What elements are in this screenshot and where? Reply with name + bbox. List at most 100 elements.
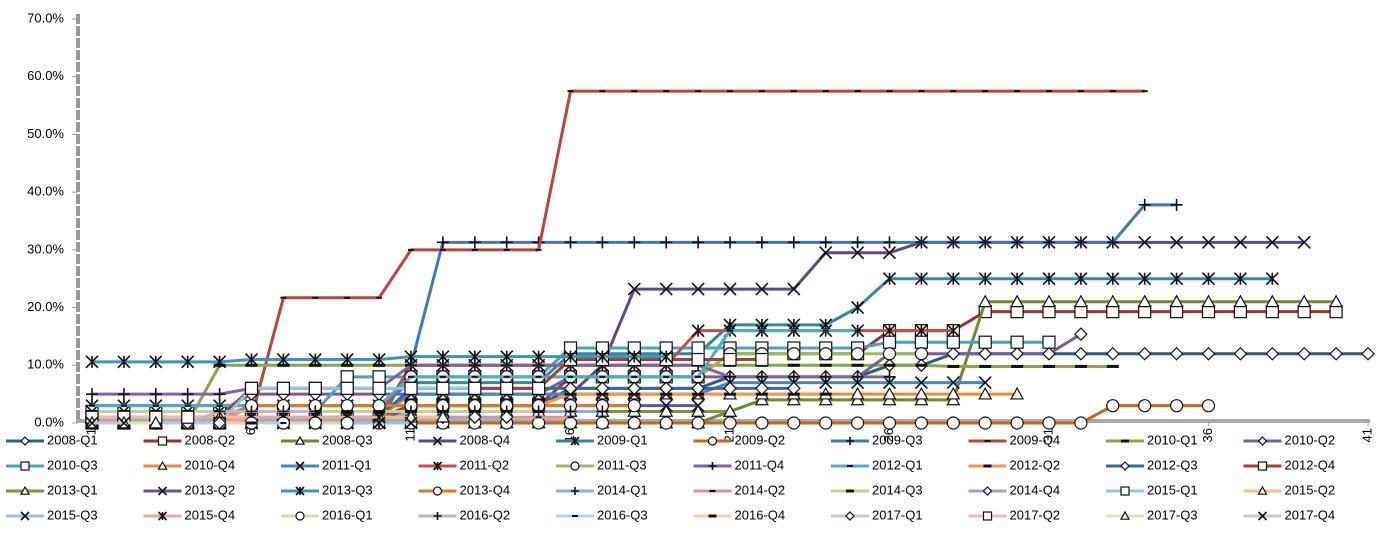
marker bbox=[914, 272, 928, 286]
x-tick-label: 1 bbox=[83, 428, 98, 435]
marker bbox=[1169, 294, 1184, 308]
marker bbox=[308, 381, 322, 395]
legend-marker bbox=[982, 486, 993, 496]
marker bbox=[499, 410, 514, 425]
marker bbox=[435, 409, 450, 423]
marker bbox=[340, 352, 354, 367]
legend-item: 2017-Q1 bbox=[831, 507, 923, 522]
marker bbox=[1010, 346, 1024, 361]
marker bbox=[1297, 305, 1311, 319]
marker bbox=[1042, 272, 1056, 286]
marker bbox=[1170, 198, 1183, 211]
marker bbox=[978, 272, 992, 286]
marker bbox=[436, 381, 450, 395]
y-tick-label: 40.0% bbox=[27, 184, 64, 199]
legend-item: 2011-Q2 bbox=[418, 457, 510, 472]
marker bbox=[979, 236, 992, 249]
marker bbox=[1170, 272, 1184, 286]
marker bbox=[148, 415, 163, 429]
marker bbox=[1074, 346, 1088, 361]
marker bbox=[1201, 235, 1216, 249]
legend-label: 2016-Q2 bbox=[460, 507, 511, 522]
legend-marker bbox=[982, 511, 993, 521]
marker bbox=[86, 388, 98, 401]
x-tick-label: 11 bbox=[402, 428, 417, 442]
legend-label: 2010-Q3 bbox=[47, 457, 98, 472]
legend-marker bbox=[1257, 485, 1268, 495]
marker bbox=[1106, 399, 1120, 413]
marker bbox=[595, 381, 610, 396]
marker bbox=[755, 352, 769, 367]
marker bbox=[1201, 399, 1216, 413]
legend-label: 2011-Q4 bbox=[735, 457, 785, 472]
legend-item: 2017-Q4 bbox=[1243, 507, 1335, 522]
marker bbox=[914, 376, 928, 390]
marker bbox=[659, 404, 674, 417]
marker bbox=[1233, 346, 1248, 361]
marker bbox=[309, 405, 322, 418]
legend-marker bbox=[157, 486, 168, 496]
marker bbox=[978, 346, 993, 361]
marker bbox=[1042, 305, 1056, 319]
legend-marker bbox=[157, 460, 168, 470]
marker bbox=[213, 405, 226, 418]
legend-item: 2013-Q3 bbox=[281, 482, 373, 497]
legend-label: 2015-Q1 bbox=[1147, 482, 1198, 497]
legend-label: 2008-Q3 bbox=[322, 432, 373, 447]
marker bbox=[117, 388, 130, 401]
y-tick-label: 60.0% bbox=[27, 68, 64, 83]
marker bbox=[500, 381, 514, 395]
marker bbox=[468, 236, 481, 249]
y-tick-label: 20.0% bbox=[27, 299, 64, 314]
marker bbox=[946, 376, 960, 390]
marker bbox=[372, 370, 386, 384]
legend-item: 2016-Q3 bbox=[556, 507, 648, 522]
marker bbox=[787, 416, 801, 430]
marker bbox=[787, 347, 801, 361]
marker bbox=[819, 347, 833, 361]
marker bbox=[563, 381, 578, 396]
marker bbox=[978, 416, 992, 430]
marker bbox=[181, 355, 195, 369]
marker bbox=[627, 399, 641, 413]
marker bbox=[85, 416, 99, 430]
legend-label: 2009-Q1 bbox=[597, 432, 648, 447]
marker bbox=[787, 236, 800, 249]
marker bbox=[1265, 305, 1279, 319]
marker bbox=[1010, 305, 1024, 319]
marker bbox=[1010, 294, 1025, 308]
y-tick-label: 0.0% bbox=[34, 414, 64, 429]
marker bbox=[340, 381, 354, 395]
marker bbox=[1138, 272, 1152, 286]
marker bbox=[1201, 272, 1216, 286]
legend-marker bbox=[1120, 486, 1130, 496]
legend-item: 2009-Q3 bbox=[831, 432, 923, 447]
legend-label: 2015-Q4 bbox=[185, 507, 236, 522]
marker bbox=[851, 246, 865, 260]
marker bbox=[340, 416, 354, 430]
marker bbox=[1329, 305, 1343, 319]
legend-item: 2016-Q2 bbox=[418, 507, 511, 522]
marker bbox=[532, 350, 546, 364]
marker bbox=[596, 236, 609, 249]
legend-item: 2014-Q4 bbox=[968, 482, 1060, 497]
marker bbox=[1201, 305, 1216, 319]
marker bbox=[1138, 305, 1152, 319]
legend-label: 2011-Q2 bbox=[460, 457, 510, 472]
y-tick-label: 50.0% bbox=[27, 126, 64, 141]
marker bbox=[436, 236, 449, 249]
y-tick-label: 10.0% bbox=[27, 357, 64, 372]
legend-marker bbox=[707, 436, 718, 446]
legend-item: 2014-Q2 bbox=[693, 482, 785, 497]
marker bbox=[691, 324, 705, 338]
marker bbox=[340, 399, 354, 413]
marker bbox=[372, 399, 386, 413]
legend-marker bbox=[845, 511, 855, 521]
legend-marker bbox=[295, 461, 305, 471]
marker bbox=[946, 324, 960, 338]
marker bbox=[627, 416, 641, 430]
marker bbox=[276, 352, 290, 367]
marker bbox=[1138, 235, 1152, 249]
marker bbox=[978, 376, 992, 390]
x-tick-label: 36 bbox=[1200, 428, 1215, 442]
